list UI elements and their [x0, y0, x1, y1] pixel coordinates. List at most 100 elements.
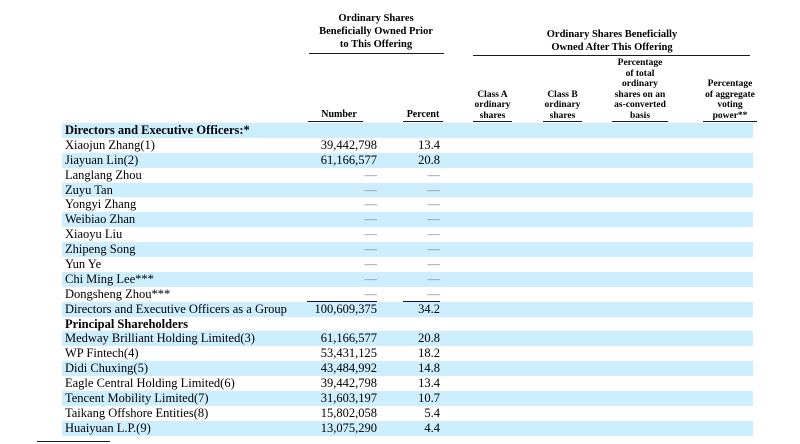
table-row: Chi Ming Lee*** — — [62, 271, 753, 287]
shares-number-value: 61,166,577 [320, 331, 377, 346]
shares-number-value: 61,166,577 [320, 152, 377, 167]
table-row: Yongyi Zhang — — [62, 197, 753, 212]
shares-number-value: — [364, 227, 378, 242]
table-row: Didi Chuxing(5) 43,484,992 14.8 [62, 361, 753, 377]
shares-number-value: — [364, 212, 378, 227]
shares-number-value: 39,442,798 [320, 137, 377, 152]
shares-percent-value: — [427, 242, 441, 257]
holder-name: Yongyi Zhang [65, 197, 137, 212]
shares-percent-value: 13.4 [418, 137, 440, 152]
table-row: Yun Ye — — [62, 257, 753, 272]
table-row: Eagle Central Holding Limited(6) 39,442,… [62, 376, 753, 391]
shares-number-value: 43,484,992 [320, 361, 377, 376]
holder-name: Huaiyuan L.P.(9) [65, 420, 151, 435]
column-header-pct-total-as-converted: Percentage of total ordinary shares on a… [614, 58, 666, 121]
holder-name: Tencent Mobility Limited(7) [65, 391, 209, 406]
table-row: Xiaojun Zhang(1) 39,442,798 13.4 [62, 138, 753, 153]
table-row: Principal Shareholders [62, 317, 753, 332]
holder-name: Eagle Central Holding Limited(6) [65, 376, 235, 391]
after-offering-underline [473, 55, 750, 56]
shares-number-value: — [364, 257, 378, 272]
holder-name: WP Fintech(4) [65, 346, 139, 361]
shares-percent-value: 18.2 [418, 346, 440, 361]
percent-underline [403, 121, 443, 122]
table-row: Directors and Executive Officers as a Gr… [62, 301, 753, 317]
group-header-line: Owned After This Offering [551, 42, 673, 53]
shares-percent-value: — [427, 182, 441, 197]
holder-name: Directors and Executive Officers:* [65, 123, 250, 137]
shares-percent-value [403, 123, 440, 138]
class-b-underline [543, 121, 582, 122]
shares-percent-value: — [427, 227, 441, 242]
pct-total-underline [612, 121, 668, 122]
prior-offering-underline [309, 53, 444, 54]
shares-number-value [307, 317, 377, 332]
holder-name: Xiaojun Zhang(1) [65, 137, 155, 152]
shares-number-value: — [364, 197, 378, 212]
number-underline [308, 121, 363, 122]
shares-number-value: 13,075,290 [320, 420, 377, 435]
holder-name: Directors and Executive Officers as a Gr… [65, 301, 287, 316]
shares-percent-value: 14.8 [418, 361, 440, 376]
holder-name: Principal Shareholders [65, 316, 189, 331]
shares-number-value [307, 123, 377, 138]
group-header-line: to This Offering [339, 39, 413, 50]
shares-number-value: 31,603,197 [320, 391, 377, 406]
shares-percent-value: 20.8 [418, 331, 440, 346]
shares-number-value: 15,802,058 [320, 405, 377, 420]
table-row: Tencent Mobility Limited(7) 31,603,197 1… [62, 391, 753, 406]
shares-percent-value: 20.8 [418, 152, 440, 167]
group-header-line: Ordinary Shares [338, 13, 414, 24]
shares-percent-value: — [427, 271, 441, 286]
shares-percent-value: 5.4 [424, 405, 440, 420]
table-row: Zhipeng Song — — [62, 242, 753, 258]
table-row: Directors and Executive Officers:* [62, 123, 753, 138]
table-body: Directors and Executive Officers:* Xiaoj… [62, 123, 753, 436]
holder-name: Taikang Offshore Entities(8) [65, 405, 209, 420]
shares-percent-value: 10.7 [418, 391, 440, 406]
group-header-prior-offering: Ordinary Shares Beneficially Owned Prior… [307, 12, 445, 51]
footnote-separator-line [37, 441, 110, 442]
shares-number-value: — [364, 167, 378, 182]
shares-number-value: — [307, 287, 377, 302]
holder-name: Yun Ye [65, 257, 102, 272]
table-row: Huaiyuan L.P.(9) 13,075,290 4.4 [62, 420, 753, 436]
shares-percent-value: 34.2 [418, 301, 440, 316]
shares-number-value: — [364, 182, 378, 197]
table-row: Xiaoyu Liu — — [62, 227, 753, 242]
holder-name: Xiaoyu Liu [65, 227, 123, 242]
shares-percent-value: — [427, 212, 441, 227]
holder-name: Didi Chuxing(5) [65, 361, 148, 376]
table-row: Weibiao Zhan — — [62, 212, 753, 228]
holder-name: Medway Brilliant Holding Limited(3) [65, 331, 255, 346]
table-row: Jiayuan Lin(2) 61,166,577 20.8 [62, 152, 753, 168]
holder-name: Jiayuan Lin(2) [65, 152, 139, 167]
voting-power-underline [703, 121, 757, 122]
column-header-number: Number [321, 109, 357, 120]
table-row: WP Fintech(4) 53,431,125 18.2 [62, 346, 753, 361]
shares-number-value: — [364, 242, 378, 257]
shares-percent-value: 13.4 [418, 376, 440, 391]
group-header-after-offering: Ordinary Shares Beneficially Owned After… [473, 28, 751, 54]
shares-percent-value: — [427, 197, 441, 212]
table-row: Zuyu Tan — — [62, 182, 753, 198]
class-a-underline [473, 121, 512, 122]
column-header-class-b-shares: Class B ordinary shares [544, 89, 581, 121]
shares-percent-value: — [427, 257, 441, 272]
shares-number-value: 100,609,375 [314, 301, 378, 316]
holder-name: Langlang Zhou [65, 167, 142, 182]
table-header: Ordinary Shares Beneficially Owned Prior… [0, 0, 800, 122]
table-row: Dongsheng Zhou*** — — [62, 287, 753, 302]
shares-percent-value: — [403, 287, 440, 302]
holder-name: Zuyu Tan [65, 182, 113, 197]
holder-name: Chi Ming Lee*** [65, 271, 154, 286]
shares-number-value: 39,442,798 [320, 376, 377, 391]
table-row: Langlang Zhou — — [62, 168, 753, 183]
shares-percent-value [403, 317, 440, 332]
table-row: Medway Brilliant Holding Limited(3) 61,1… [62, 331, 753, 347]
holder-name: Dongsheng Zhou*** [65, 286, 171, 301]
holder-name: Zhipeng Song [65, 242, 136, 257]
shares-percent-value: 4.4 [424, 420, 440, 435]
column-header-class-a-shares: Class A ordinary shares [474, 89, 511, 121]
